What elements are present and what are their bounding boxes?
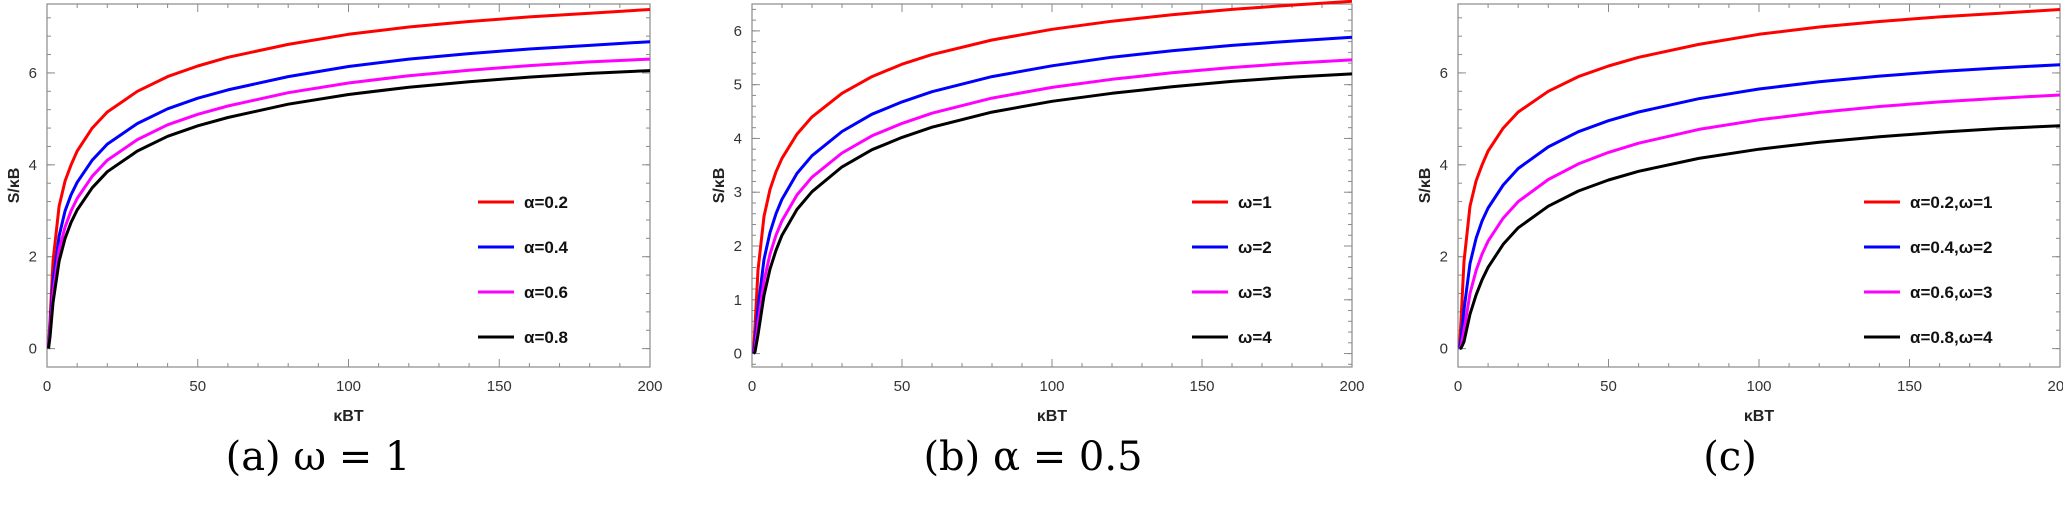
x-axis-label: κBT — [1744, 408, 1774, 425]
x-tick-label: 150 — [1897, 378, 1922, 395]
plot-frame — [46, 3, 651, 368]
y-tick-label: 6 — [734, 23, 742, 40]
x-axis-label: κBT — [333, 408, 363, 425]
series-line-0 — [1458, 8, 2061, 347]
y-tick-label: 0 — [1440, 341, 1448, 358]
x-tick-label: 150 — [487, 378, 512, 395]
y-tick-label: 4 — [734, 130, 742, 147]
x-tick-label: 100 — [1746, 378, 1771, 395]
legend-label: ω=4 — [1238, 328, 1272, 347]
y-tick-label: 0 — [734, 346, 742, 363]
plot-frame — [751, 3, 1353, 368]
legend-label: α=0.2 — [524, 193, 568, 212]
legend-label: α=0.8 — [524, 328, 568, 347]
x-tick-label: 50 — [1600, 378, 1617, 395]
y-axis-label: S/κB — [1417, 168, 1434, 204]
legend-label: α=0.2,ω=1 — [1910, 193, 1992, 212]
chart-panel-1: 0 50 100 150 200 0 1 2 3 4 5 6 κBT S/κB ω=1 ω=2 ω=3 ω=4 (b… — [711, 0, 1365, 480]
series-line-2 — [1458, 93, 2061, 350]
legend-label: ω=2 — [1238, 238, 1272, 257]
legend-label: α=0.4 — [524, 238, 569, 257]
y-tick-label: 1 — [734, 292, 742, 309]
chart-panel-2: 0 50 100 150 200 0 2 4 6 κBT S/κB α=0.2,ω=1 α=0.4,ω=… — [1417, 3, 2063, 480]
legend-label: α=0.4,ω=2 — [1910, 238, 1992, 257]
x-tick-label: 50 — [189, 378, 206, 395]
panel-caption: (a) ω = 1 — [226, 434, 411, 480]
x-tick-label: 100 — [336, 378, 361, 395]
x-tick-label: 0 — [1454, 378, 1462, 395]
series-line-3 — [47, 69, 651, 349]
plot-frame — [1457, 3, 2061, 368]
legend-label: α=0.8,ω=4 — [1910, 328, 1993, 347]
series-line-1 — [752, 35, 1353, 354]
x-axis-label: κBT — [1037, 408, 1067, 425]
y-tick-label: 4 — [29, 157, 37, 174]
y-tick-label: 6 — [1440, 65, 1448, 82]
series-line-0 — [47, 8, 651, 347]
x-tick-label: 150 — [1189, 378, 1214, 395]
y-axis-label: S/κB — [711, 168, 728, 204]
y-tick-label: 0 — [29, 341, 37, 358]
series-line-2 — [47, 57, 651, 349]
x-tick-label: 0 — [748, 378, 756, 395]
x-tick-label: 0 — [43, 378, 51, 395]
series-line-0 — [752, 0, 1353, 353]
x-tick-label: 200 — [2047, 378, 2063, 395]
y-tick-label: 6 — [29, 65, 37, 82]
x-tick-label: 100 — [1039, 378, 1064, 395]
series-line-3 — [752, 72, 1353, 355]
y-tick-label: 2 — [29, 249, 37, 266]
legend-label: ω=3 — [1238, 283, 1272, 302]
legend-label: ω=1 — [1238, 193, 1272, 212]
y-tick-label: 2 — [734, 238, 742, 255]
chart-panel-0: 0 50 100 150 200 0 2 4 6 κBT S/κB α=0.2 α=0.4 α=0.6 α=… — [6, 3, 663, 480]
y-tick-label: 2 — [1440, 249, 1448, 266]
panel-caption: (b) α = 0.5 — [923, 434, 1142, 480]
y-tick-label: 4 — [1440, 157, 1448, 174]
legend-label: α=0.6 — [524, 283, 568, 302]
panel-caption: (c) — [1703, 434, 1757, 480]
x-tick-label: 50 — [894, 378, 911, 395]
x-tick-label: 200 — [1339, 378, 1364, 395]
series-line-3 — [1459, 124, 2061, 351]
y-axis-label: S/κB — [6, 168, 23, 204]
y-tick-label: 3 — [734, 184, 742, 201]
series-line-1 — [47, 40, 651, 348]
series-line-2 — [752, 58, 1353, 355]
x-tick-label: 200 — [637, 378, 662, 395]
legend-label: α=0.6,ω=3 — [1910, 283, 1992, 302]
series-line-1 — [1458, 63, 2061, 349]
y-tick-label: 5 — [734, 77, 742, 94]
